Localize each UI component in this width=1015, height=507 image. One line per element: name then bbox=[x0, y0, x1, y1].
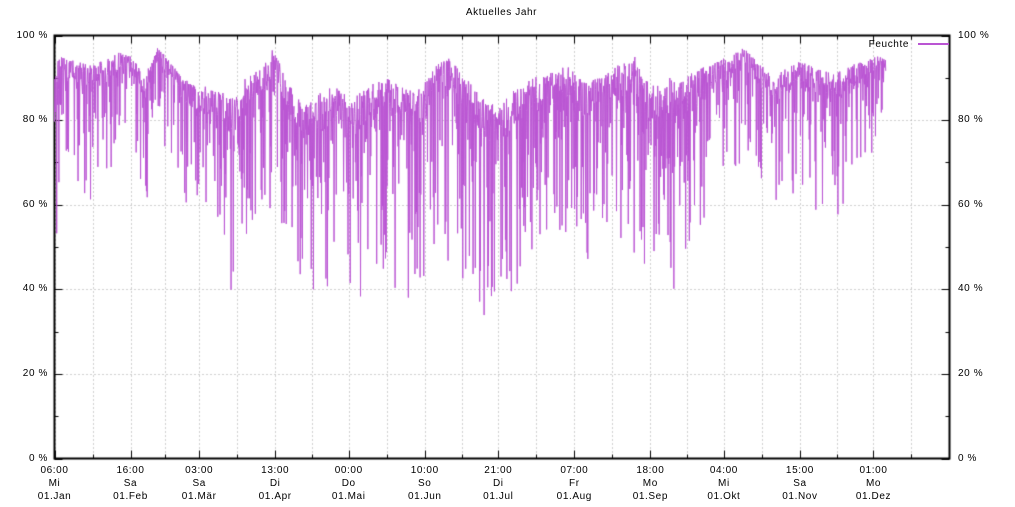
x-tick-date: 01.Jun bbox=[407, 491, 442, 502]
y-tick-label-left: 60 % bbox=[22, 198, 48, 210]
chart-title: Aktuelles Jahr bbox=[465, 7, 538, 18]
x-tick-label: 00:00 Do 01.Mai bbox=[314, 464, 384, 503]
y-tick-label-left: 80 % bbox=[22, 114, 48, 126]
x-tick-weekday: Do bbox=[341, 478, 356, 489]
x-tick-weekday: Mo bbox=[642, 478, 658, 489]
x-tick-weekday: So bbox=[418, 478, 432, 489]
y-tick-label-left: 20 % bbox=[22, 367, 48, 379]
x-tick-time: 21:00 bbox=[484, 465, 513, 476]
x-tick-weekday: Mi bbox=[718, 478, 730, 489]
x-tick-time: 01:00 bbox=[859, 465, 888, 476]
y-tick-label-left: 0 % bbox=[28, 452, 48, 464]
x-tick-label: 16:00 Sa 01.Feb bbox=[96, 464, 166, 503]
x-tick-weekday: Sa bbox=[192, 478, 206, 489]
x-tick-time: 18:00 bbox=[636, 465, 665, 476]
x-tick-date: 01.Aug bbox=[556, 491, 592, 502]
x-tick-time: 13:00 bbox=[261, 465, 290, 476]
x-tick-weekday: Mi bbox=[48, 478, 61, 489]
x-tick-date: 01.Apr bbox=[258, 491, 292, 502]
x-tick-time: 00:00 bbox=[334, 465, 363, 476]
y-tick-label-right: 60 % bbox=[958, 198, 984, 210]
x-tick-label: 18:00 Mo 01.Sep bbox=[615, 464, 685, 503]
x-tick-date: 01.Feb bbox=[113, 491, 148, 502]
legend: Feuchte bbox=[869, 38, 949, 50]
x-tick-date: 01.Mär bbox=[181, 491, 217, 502]
x-tick-date: 01.Jul bbox=[483, 491, 514, 502]
x-tick-weekday: Di bbox=[269, 478, 281, 489]
x-tick-date: 01.Mai bbox=[331, 491, 366, 502]
x-tick-weekday: Di bbox=[492, 478, 504, 489]
x-tick-label: 03:00 Sa 01.Mär bbox=[164, 464, 234, 503]
y-tick-label-right: 100 % bbox=[958, 29, 990, 41]
x-tick-weekday: Fr bbox=[569, 478, 580, 489]
y-tick-label-left: 40 % bbox=[22, 283, 48, 295]
x-tick-label: 21:00 Di 01.Jul bbox=[463, 464, 533, 503]
x-tick-time: 10:00 bbox=[410, 465, 439, 476]
x-tick-label: 04:00 Mi 01.Okt bbox=[689, 464, 759, 503]
x-tick-label: 01:00 Mo 01.Dez bbox=[838, 464, 908, 503]
x-tick-date: 01.Sep bbox=[632, 491, 668, 502]
y-tick-label-right: 40 % bbox=[958, 283, 984, 295]
legend-label: Feuchte bbox=[868, 38, 909, 50]
x-tick-time: 15:00 bbox=[785, 465, 814, 476]
x-tick-time: 16:00 bbox=[116, 465, 145, 476]
x-tick-label: 13:00 Di 01.Apr bbox=[240, 464, 310, 503]
x-tick-date: 01.Nov bbox=[782, 491, 818, 502]
x-tick-weekday: Mo bbox=[865, 478, 882, 489]
x-tick-date: 01.Jan bbox=[37, 491, 72, 502]
x-tick-date: 01.Dez bbox=[855, 491, 892, 502]
x-tick-time: 06:00 bbox=[40, 465, 69, 476]
y-tick-label-left: 100 % bbox=[16, 29, 48, 41]
x-tick-label: 07:00 Fr 01.Aug bbox=[539, 464, 609, 503]
x-tick-weekday: Sa bbox=[793, 478, 807, 489]
legend-line-sample bbox=[918, 43, 949, 45]
x-tick-label: 06:00 Mi 01.Jan bbox=[20, 464, 90, 503]
x-tick-label: 15:00 Sa 01.Nov bbox=[765, 464, 835, 503]
y-tick-label-right: 80 % bbox=[958, 114, 984, 126]
y-tick-label-right: 0 % bbox=[958, 452, 978, 464]
x-tick-label: 10:00 So 01.Jun bbox=[390, 464, 460, 503]
x-tick-time: 07:00 bbox=[560, 465, 589, 476]
x-tick-time: 04:00 bbox=[709, 465, 738, 476]
x-tick-time: 03:00 bbox=[185, 465, 214, 476]
x-tick-date: 01.Okt bbox=[707, 491, 741, 502]
x-tick-weekday: Sa bbox=[123, 478, 138, 489]
y-tick-label-right: 20 % bbox=[958, 367, 984, 379]
